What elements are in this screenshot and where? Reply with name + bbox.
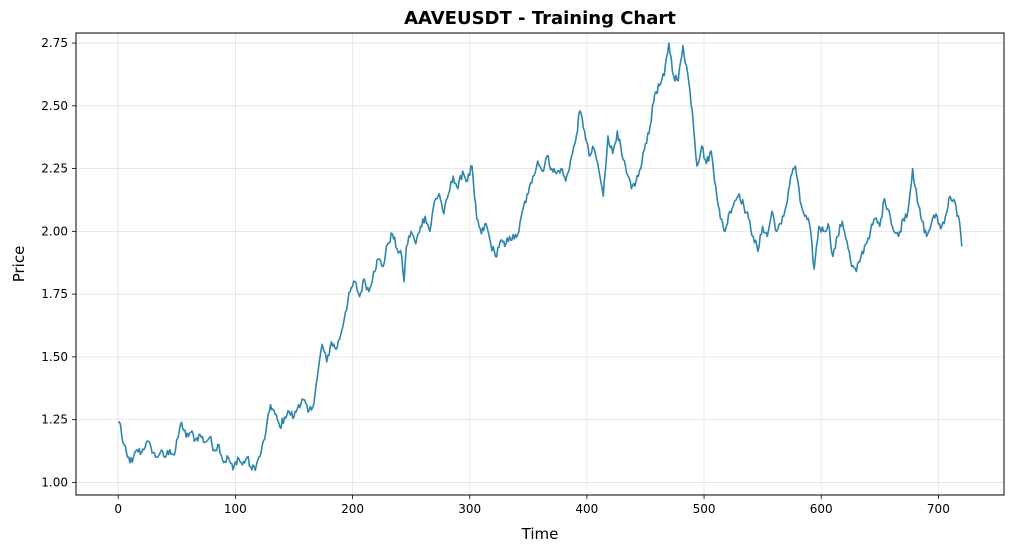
- y-axis: 1.00 1.25 1.50 1.75 2.00 2.25 2.50 2.75: [41, 36, 76, 489]
- y-tick-label: 1.00: [41, 475, 68, 489]
- price-series-line: [118, 42, 963, 472]
- grid: [76, 33, 1004, 495]
- x-tick-label: 200: [341, 502, 364, 516]
- y-tick-label: 2.25: [41, 162, 68, 176]
- y-tick-label: 1.25: [41, 413, 68, 427]
- x-tick-label: 300: [458, 502, 481, 516]
- x-axis: 0 100 200 300 400 500 600 700: [114, 495, 950, 516]
- x-axis-label: Time: [521, 525, 559, 543]
- y-tick-label: 1.75: [41, 287, 68, 301]
- x-tick-label: 0: [114, 502, 122, 516]
- y-axis-label: Price: [10, 246, 28, 283]
- y-tick-label: 1.50: [41, 350, 68, 364]
- x-tick-label: 700: [927, 502, 950, 516]
- y-tick-label: 2.50: [41, 99, 68, 113]
- x-tick-label: 600: [810, 502, 833, 516]
- y-tick-label: 2.00: [41, 224, 68, 238]
- plot-area: [76, 33, 1004, 495]
- x-tick-label: 500: [693, 502, 716, 516]
- x-tick-label: 100: [224, 502, 247, 516]
- chart-title: AAVEUSDT - Training Chart: [404, 8, 676, 29]
- x-tick-label: 400: [575, 502, 598, 516]
- y-tick-label: 2.75: [41, 36, 68, 50]
- plot-frame: [75, 32, 1005, 496]
